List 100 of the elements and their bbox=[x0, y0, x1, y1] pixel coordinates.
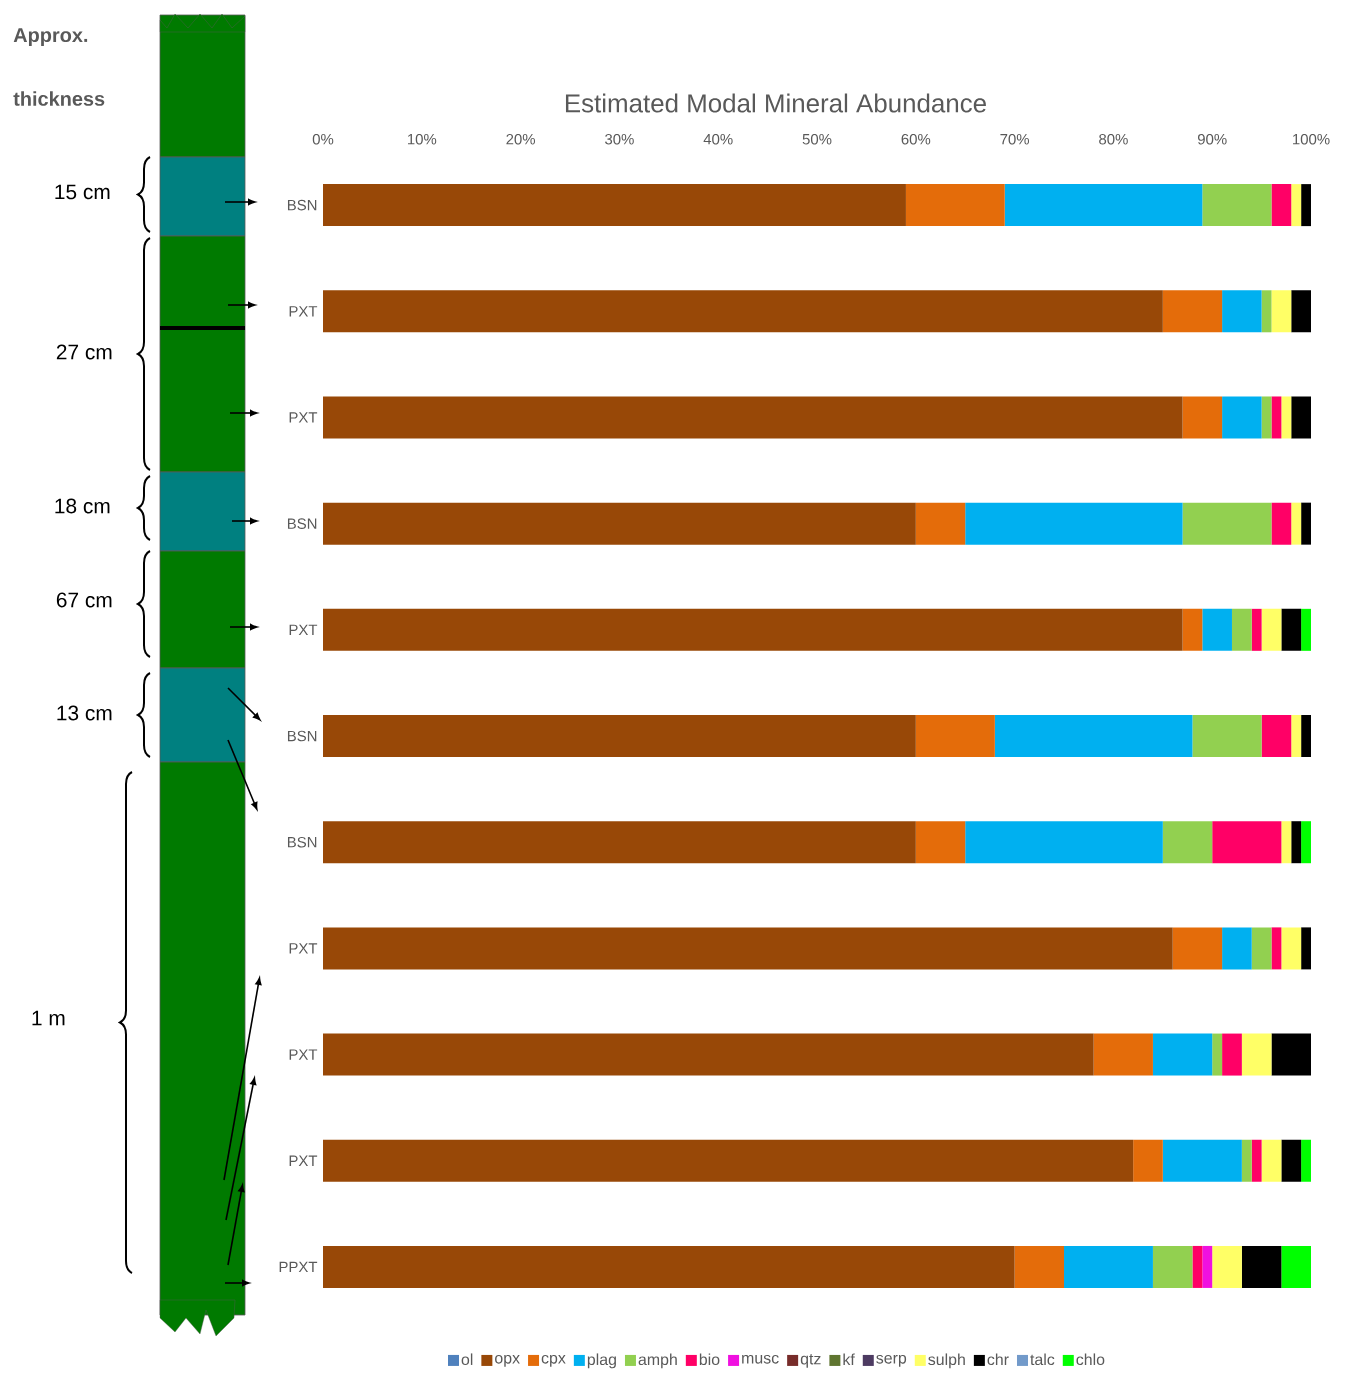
bar bbox=[1004, 184, 1203, 227]
bar bbox=[1182, 396, 1223, 439]
bar bbox=[323, 1245, 1015, 1288]
bar bbox=[1301, 927, 1312, 970]
bar bbox=[1281, 821, 1292, 864]
bar bbox=[1162, 290, 1223, 333]
bar bbox=[1192, 1245, 1203, 1288]
bar bbox=[1281, 608, 1302, 651]
bar bbox=[1291, 184, 1302, 227]
bar bbox=[1281, 1139, 1302, 1182]
bar bbox=[915, 502, 966, 545]
bar bbox=[1261, 396, 1272, 439]
y-tick-label: BSN bbox=[287, 199, 317, 211]
bar bbox=[1291, 290, 1312, 333]
bar bbox=[1261, 1139, 1282, 1182]
chart-title: Estimated Modal Mineral Abundance bbox=[565, 93, 986, 113]
y-tick-label: PPXT bbox=[279, 1261, 318, 1273]
bar bbox=[1281, 396, 1292, 439]
legend-label: cpx bbox=[541, 1354, 566, 1367]
bar bbox=[965, 821, 1163, 864]
bar bbox=[1301, 608, 1312, 651]
bar bbox=[1271, 1033, 1312, 1076]
bar bbox=[1271, 927, 1282, 970]
x-tick-label: 90% bbox=[1197, 133, 1227, 145]
bar bbox=[1241, 1033, 1272, 1076]
bar bbox=[1251, 1139, 1262, 1182]
bar bbox=[1281, 927, 1302, 970]
bar bbox=[1261, 608, 1282, 651]
legend-label: qtz bbox=[800, 1354, 821, 1368]
bar bbox=[1182, 502, 1272, 545]
bar bbox=[1241, 1139, 1252, 1182]
bar bbox=[965, 502, 1183, 545]
bar bbox=[1291, 715, 1302, 758]
x-tick-label: 100% bbox=[1293, 133, 1330, 145]
bar bbox=[1152, 1033, 1213, 1076]
bar bbox=[915, 821, 966, 864]
bar bbox=[1152, 1245, 1193, 1288]
bar bbox=[323, 1033, 1094, 1076]
y-tick-label: BSN bbox=[287, 518, 317, 529]
legend-label: ol bbox=[461, 1353, 473, 1366]
x-tick-label: 40% bbox=[703, 133, 733, 145]
bar bbox=[1301, 502, 1312, 545]
legend-label: plag bbox=[587, 1353, 616, 1369]
legend-label: musc bbox=[742, 1354, 779, 1364]
legend-label: amph bbox=[638, 1353, 677, 1369]
legend-label: chr bbox=[987, 1353, 1009, 1366]
bar bbox=[1251, 927, 1272, 970]
bar bbox=[323, 1139, 1134, 1182]
bar bbox=[1271, 396, 1282, 439]
x-tick-label: 20% bbox=[506, 133, 536, 145]
bar bbox=[323, 715, 916, 758]
text: 1 m bbox=[32, 1010, 65, 1026]
bar bbox=[1301, 1139, 1312, 1182]
bar bbox=[1301, 184, 1312, 227]
x-tick-label: 60% bbox=[901, 133, 931, 145]
bar bbox=[1064, 1245, 1153, 1288]
bar bbox=[1261, 290, 1272, 333]
text: Approx. thickness bbox=[13, 28, 105, 106]
bar bbox=[915, 715, 995, 758]
x-tick-label: 80% bbox=[1099, 133, 1128, 145]
bar bbox=[323, 290, 1163, 333]
bar bbox=[1202, 608, 1232, 651]
bar bbox=[323, 608, 1183, 651]
bar bbox=[1281, 1245, 1312, 1288]
bar bbox=[1271, 290, 1292, 333]
bar bbox=[323, 821, 916, 864]
y-tick-label: PXT bbox=[289, 412, 318, 423]
bar bbox=[1222, 396, 1262, 439]
bar bbox=[1271, 184, 1292, 227]
text: 18 cm bbox=[55, 498, 110, 514]
y-tick-label: BSN bbox=[287, 836, 317, 848]
y-tick-label: PXT bbox=[289, 624, 318, 635]
bar bbox=[1202, 1245, 1213, 1288]
text: 27 cm bbox=[56, 344, 112, 360]
bar bbox=[323, 502, 916, 545]
x-tick-label: 70% bbox=[1000, 133, 1030, 145]
bar bbox=[1241, 1245, 1282, 1288]
bar bbox=[1162, 1139, 1242, 1182]
bar bbox=[1291, 396, 1312, 439]
y-tick-label: PXT bbox=[289, 943, 318, 954]
legend-label: chlo bbox=[1076, 1353, 1105, 1366]
bar bbox=[323, 184, 906, 227]
bar bbox=[1222, 290, 1262, 333]
bar bbox=[1271, 502, 1292, 545]
bar bbox=[1301, 821, 1312, 864]
y-tick-label: PXT bbox=[289, 1155, 318, 1166]
bar bbox=[1301, 715, 1312, 758]
bar bbox=[1202, 184, 1272, 227]
y-tick-label: PXT bbox=[289, 1049, 318, 1060]
bar bbox=[1162, 821, 1213, 864]
legend-label: opx bbox=[495, 1354, 520, 1367]
bar bbox=[1291, 502, 1302, 545]
bar bbox=[1093, 1033, 1153, 1076]
bar bbox=[1212, 1245, 1242, 1288]
x-tick-label: 0% bbox=[312, 133, 334, 145]
bar bbox=[1133, 1139, 1163, 1182]
bar bbox=[323, 396, 1183, 439]
x-tick-label: 30% bbox=[605, 133, 634, 145]
text: 13 cm bbox=[57, 705, 112, 721]
y-tick-label: BSN bbox=[287, 730, 317, 742]
